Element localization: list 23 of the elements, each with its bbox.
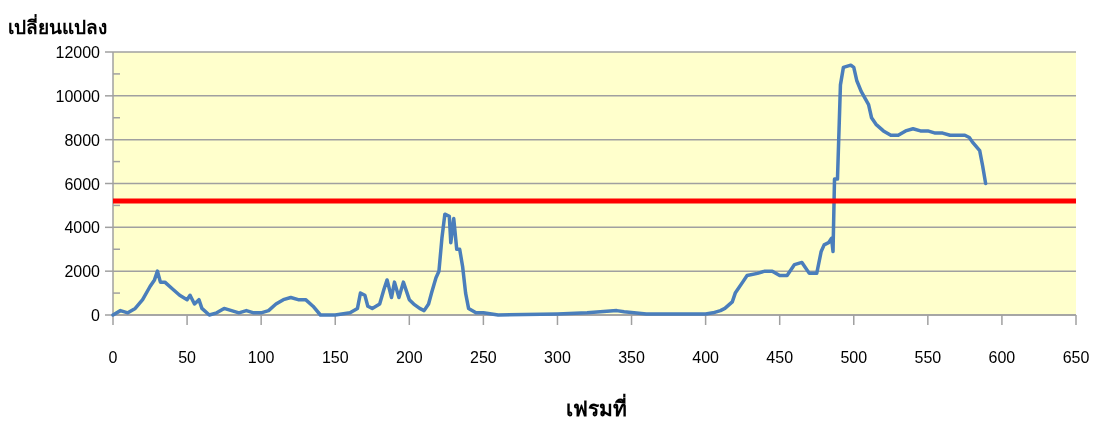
- x-tick-label: 550: [914, 349, 942, 366]
- x-tick-label: 0: [108, 349, 118, 366]
- y-tick-label: 0: [91, 307, 101, 324]
- x-tick-label: 50: [178, 349, 197, 366]
- x-tick-label: 100: [247, 349, 275, 366]
- x-axis-title: เฟรมที่: [566, 393, 627, 420]
- x-tick-label: 500: [840, 349, 868, 366]
- x-tick-label: 600: [988, 349, 1016, 366]
- x-tick-label: 150: [321, 349, 349, 366]
- x-tick-label: 650: [1062, 349, 1090, 366]
- x-tick-label: 400: [692, 349, 720, 366]
- y-tick-label: 12000: [55, 44, 101, 61]
- y-tick-label: 10000: [55, 87, 101, 105]
- y-tick-label: 4000: [64, 219, 101, 237]
- y-tick-label: 8000: [64, 131, 101, 149]
- y-axis-title: เปลี่ยนแปลง: [8, 14, 107, 38]
- x-tick-label: 200: [395, 349, 423, 366]
- x-tick-label: 250: [470, 349, 497, 366]
- y-tick-label: 6000: [64, 175, 101, 193]
- x-tick-label: 450: [766, 349, 794, 366]
- x-tick-label: 300: [544, 349, 571, 366]
- y-tick-label: 2000: [64, 263, 101, 281]
- x-tick-label: 350: [618, 349, 645, 366]
